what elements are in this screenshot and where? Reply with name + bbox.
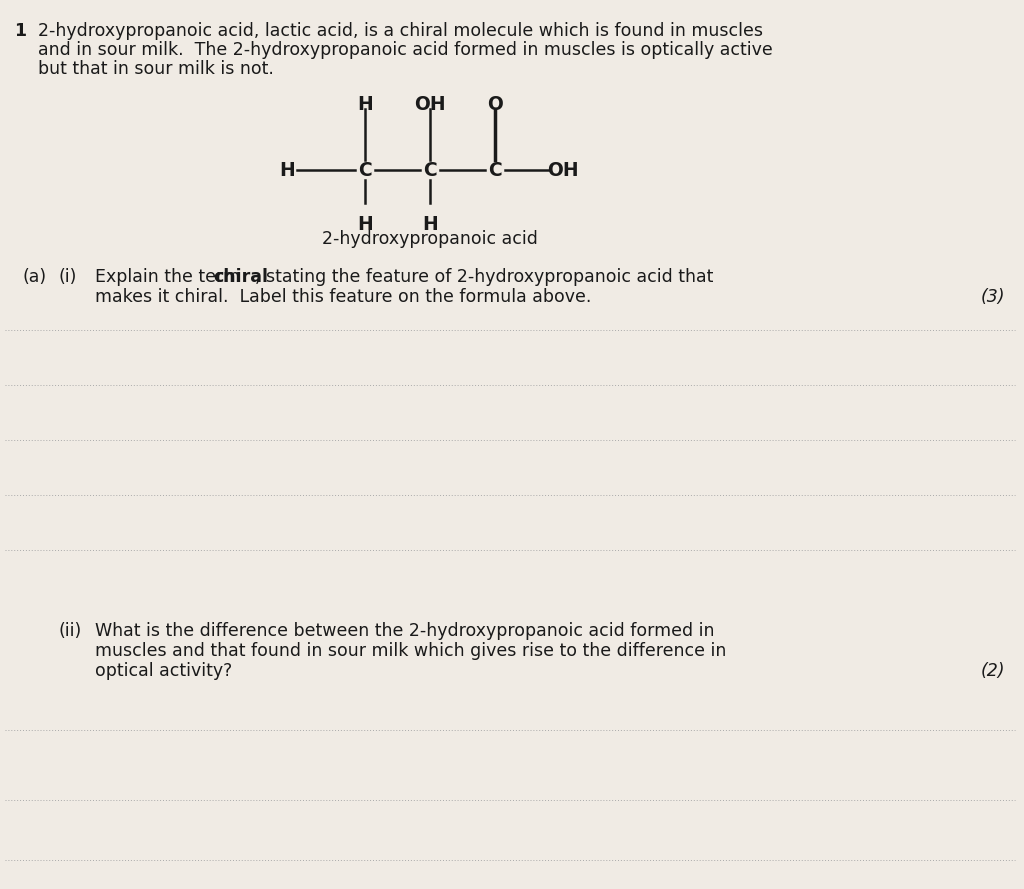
Text: 2-hydroxypropanoic acid, lactic acid, is a chiral molecule which is found in mus: 2-hydroxypropanoic acid, lactic acid, is… [38,22,763,40]
Text: What is the difference between the 2-hydroxypropanoic acid formed in: What is the difference between the 2-hyd… [95,622,715,640]
Text: 1: 1 [14,22,27,40]
Text: muscles and that found in sour milk which gives rise to the difference in: muscles and that found in sour milk whic… [95,642,726,660]
Text: but that in sour milk is not.: but that in sour milk is not. [38,60,273,78]
Text: OH: OH [547,161,579,180]
Text: O: O [487,95,503,114]
Text: (2): (2) [981,662,1005,680]
Text: (3): (3) [981,288,1005,306]
Text: C: C [488,161,502,180]
Text: H: H [357,215,373,234]
Text: Explain the term: Explain the term [95,268,246,286]
Text: (ii): (ii) [58,622,81,640]
Text: 2-hydroxypropanoic acid: 2-hydroxypropanoic acid [323,230,538,248]
Text: makes it chiral.  Label this feature on the formula above.: makes it chiral. Label this feature on t… [95,288,592,306]
Text: (i): (i) [58,268,77,286]
Text: OH: OH [414,95,445,114]
Text: and in sour milk.  The 2-hydroxypropanoic acid formed in muscles is optically ac: and in sour milk. The 2-hydroxypropanoic… [38,41,773,59]
Text: optical activity?: optical activity? [95,662,232,680]
Text: C: C [358,161,372,180]
Text: C: C [423,161,437,180]
Text: H: H [357,95,373,114]
Text: chiral: chiral [213,268,268,286]
Text: , stating the feature of 2-hydroxypropanoic acid that: , stating the feature of 2-hydroxypropan… [255,268,714,286]
Text: H: H [422,215,438,234]
Text: H: H [280,161,295,180]
Text: (a): (a) [22,268,46,286]
